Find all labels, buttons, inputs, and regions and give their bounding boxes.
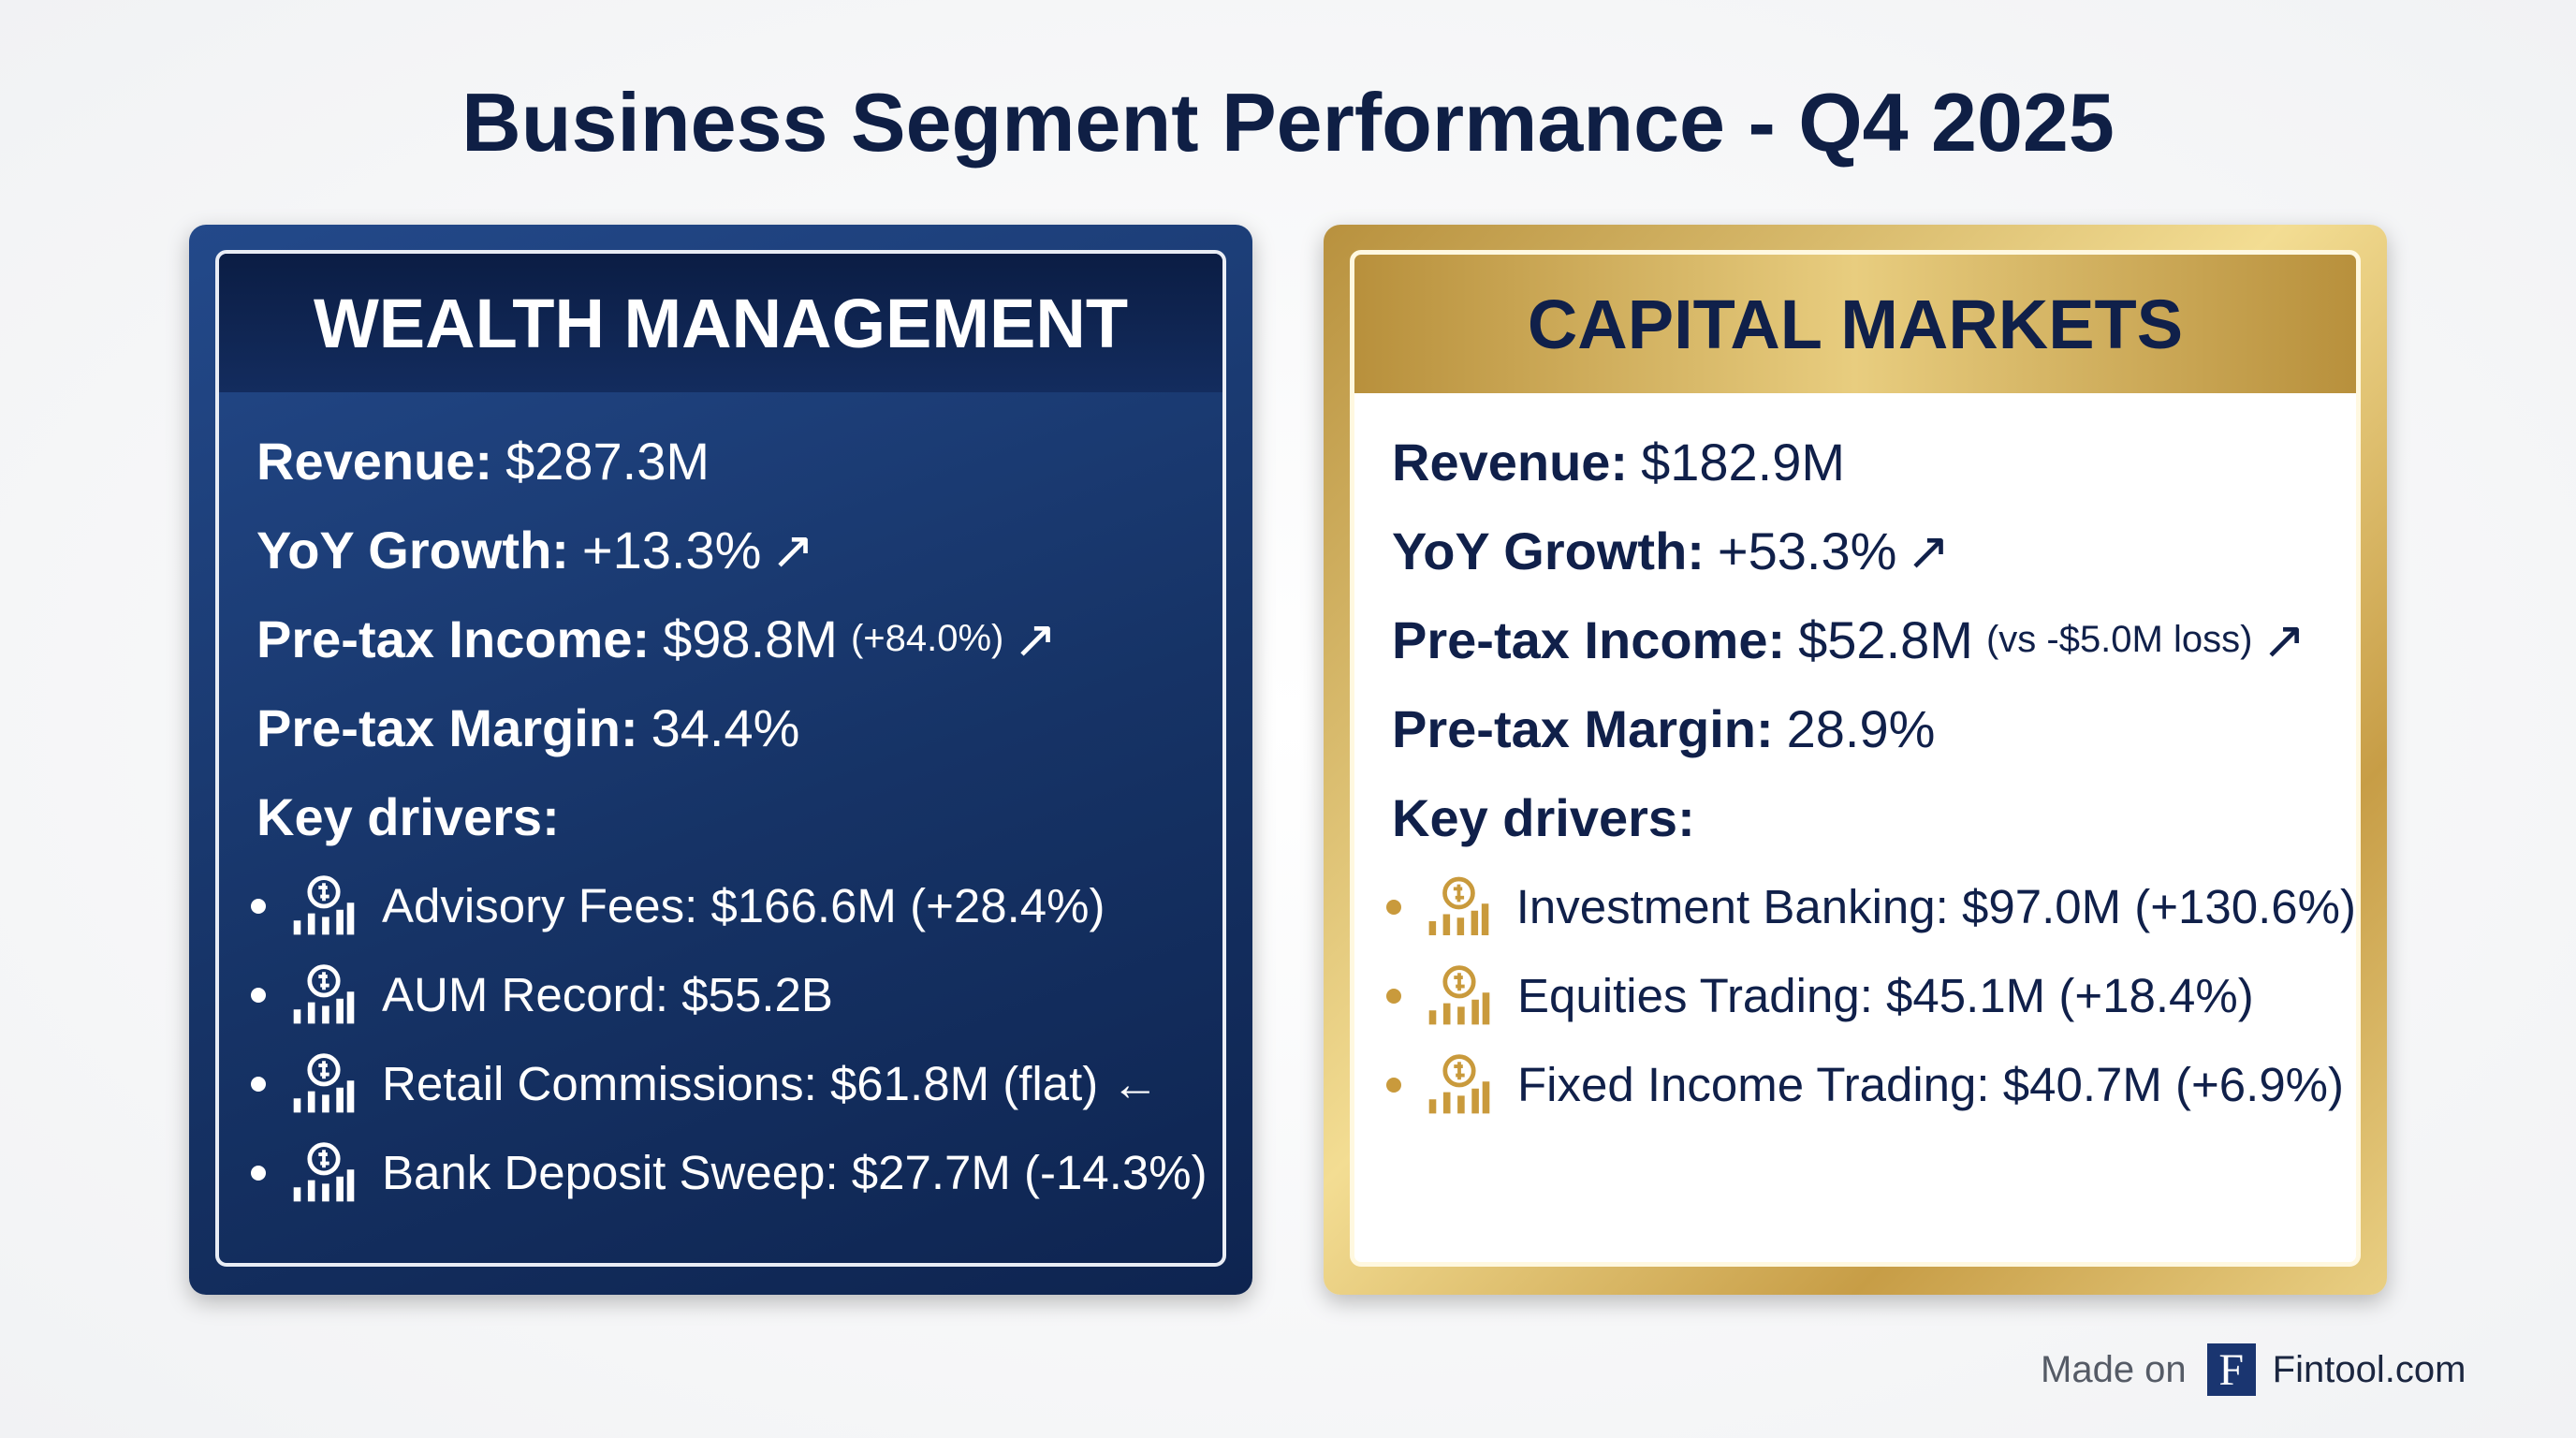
panel-frame: CAPITAL MARKETS Revenue: $182.9M YoY Growth… bbox=[1350, 250, 2361, 1267]
metric-row: YoY Growth: +13.3% ↗ bbox=[256, 506, 1222, 594]
driver-text: Fixed Income Trading: $40.7M (+6.9%) bbox=[1517, 1058, 2345, 1111]
metric-row: Pre-tax Margin: 34.4% bbox=[256, 683, 1222, 772]
panel-heading: WEALTH MANAGEMENT bbox=[219, 254, 1222, 392]
driver-icon bbox=[1428, 876, 1489, 935]
metric-value: $98.8M bbox=[663, 609, 838, 668]
trend-arrow: ↗ bbox=[1013, 609, 1058, 668]
metric-value: +13.3% bbox=[581, 521, 762, 580]
metric-note: (+84.0%) bbox=[850, 618, 1004, 659]
metric-label: Revenue: bbox=[256, 432, 493, 491]
metric-label: Pre-tax Income: bbox=[1392, 610, 1786, 669]
drivers-label: Key drivers: bbox=[256, 787, 560, 846]
metric-label: Pre-tax Margin: bbox=[256, 698, 638, 757]
driver-icon bbox=[293, 1141, 355, 1201]
driver-icon bbox=[293, 874, 355, 934]
metric-row: Revenue: $182.9M bbox=[1392, 418, 2356, 506]
segment-panel: CAPITAL MARKETS Revenue: $182.9M YoY Growth… bbox=[1324, 225, 2387, 1295]
metric-row: Pre-tax Income: $52.8M (vs -$5.0M loss) ↗ bbox=[1392, 595, 2356, 684]
driver-icon bbox=[1428, 964, 1490, 1024]
driver-text: Equities Trading: $45.1M (+18.4%) bbox=[1517, 969, 2254, 1022]
driver-item: Fixed Income Trading: $40.7M (+6.9%) bbox=[1386, 1040, 2356, 1129]
metric-value: 34.4% bbox=[651, 698, 800, 757]
drivers-heading: Key drivers: bbox=[1392, 773, 2356, 862]
segment-panel: WEALTH MANAGEMENT Revenue: $287.3M YoY Grow… bbox=[189, 225, 1252, 1295]
panel-frame: WEALTH MANAGEMENT Revenue: $287.3M YoY Grow… bbox=[215, 250, 1226, 1267]
bullet bbox=[1386, 899, 1401, 915]
bullet bbox=[251, 987, 266, 1003]
drivers-heading: Key drivers: bbox=[256, 772, 1222, 861]
metric-value: $52.8M bbox=[1798, 610, 1973, 669]
trend-arrow: ↗ bbox=[1906, 521, 1951, 580]
metric-row: YoY Growth: +53.3% ↗ bbox=[1392, 506, 2356, 595]
metric-note: (vs -$5.0M loss) bbox=[1985, 619, 2253, 660]
trend-arrow: ↗ bbox=[770, 520, 815, 580]
logo: F bbox=[2206, 1343, 2256, 1396]
driver-item: Bank Deposit Sweep: $27.7M (-14.3%) bbox=[251, 1128, 1222, 1217]
panel-body: Revenue: $287.3M YoY Growth: +13.3% ↗ Pre-tax… bbox=[219, 392, 1222, 1217]
driver-icon bbox=[293, 1052, 355, 1112]
metric-label: YoY Growth: bbox=[1392, 521, 1705, 580]
metric-value: $287.3M bbox=[505, 432, 710, 491]
bullet bbox=[1386, 988, 1401, 1004]
driver-item: Equities Trading: $45.1M (+18.4%) bbox=[1386, 951, 2356, 1040]
driver-icon bbox=[293, 963, 355, 1023]
driver-item: Retail Commissions: $61.8M (flat) ← bbox=[251, 1039, 1222, 1128]
footer: Made on F Fintool.com bbox=[2041, 1343, 2466, 1396]
metric-row: Pre-tax Income: $98.8M (+84.0%) ↗ bbox=[256, 594, 1222, 683]
driver-text: Investment Banking: $97.0M (+130.6%) bbox=[1515, 880, 2356, 933]
metric-label: Revenue: bbox=[1392, 433, 1629, 492]
metric-label: YoY Growth: bbox=[256, 521, 569, 580]
drivers-label: Key drivers: bbox=[1392, 788, 1695, 847]
panel-body: Revenue: $182.9M YoY Growth: +53.3% ↗ Pre-tax… bbox=[1354, 393, 2356, 1129]
page-title: Business Segment Performance - Q4 2025 bbox=[461, 76, 2115, 169]
metric-row: Revenue: $287.3M bbox=[256, 417, 1222, 506]
bullet bbox=[251, 898, 266, 914]
metric-value: +53.3% bbox=[1717, 521, 1897, 580]
metric-row: Pre-tax Margin: 28.9% bbox=[1392, 684, 2356, 773]
trend-arrow: ← bbox=[1111, 1057, 1160, 1110]
driver-text: Retail Commissions: $61.8M (flat) bbox=[382, 1057, 1099, 1110]
metric-value: 28.9% bbox=[1786, 699, 1936, 758]
driver-text: AUM Record: $55.2B bbox=[382, 968, 833, 1021]
driver-item: AUM Record: $55.2B bbox=[251, 950, 1222, 1039]
driver-text: Advisory Fees: $166.6M (+28.4%) bbox=[382, 879, 1105, 932]
bullet bbox=[251, 1076, 266, 1092]
trend-arrow: ↗ bbox=[2261, 609, 2306, 669]
metric-label: Pre-tax Income: bbox=[256, 609, 651, 668]
metric-value: $182.9M bbox=[1641, 433, 1846, 492]
driver-text: Bank Deposit Sweep: $27.7M (-14.3%) bbox=[382, 1146, 1208, 1199]
made-on: Made on bbox=[2041, 1348, 2187, 1390]
driver-item: Advisory Fees: $166.6M (+28.4%) bbox=[251, 861, 1222, 950]
driver-item: Investment Banking: $97.0M (+130.6%) bbox=[1386, 862, 2356, 951]
metric-label: Pre-tax Margin: bbox=[1392, 699, 1774, 758]
brand: Fintool.com bbox=[2272, 1348, 2466, 1390]
panel-heading: CAPITAL MARKETS bbox=[1354, 255, 2356, 393]
bullet bbox=[251, 1165, 266, 1181]
bullet bbox=[1386, 1077, 1401, 1093]
driver-icon bbox=[1428, 1053, 1490, 1113]
